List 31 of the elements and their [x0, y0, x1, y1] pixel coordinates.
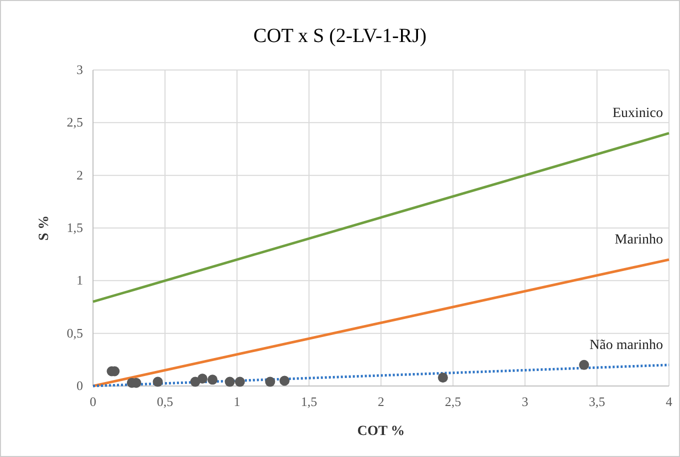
series-label: Marinho	[614, 232, 663, 248]
chart-title: COT x S (2-LV-1-RJ)	[253, 25, 427, 47]
y-tick-label: 2,5	[66, 114, 83, 130]
point	[224, 376, 235, 387]
x-tick-label: 2	[378, 394, 384, 409]
y-tick-label: 3	[76, 62, 83, 77]
x-tick-label: 1,5	[300, 394, 318, 409]
x-tick-label: 3	[522, 394, 528, 409]
y-tick-label: 1	[76, 272, 83, 288]
x-tick-label: 0	[90, 394, 96, 409]
x-axis-title: COT %	[357, 424, 405, 439]
y-tick-label: 0	[76, 378, 83, 393]
series-label: Euxinico	[612, 106, 663, 122]
y-tick-label: 1,5	[66, 220, 83, 235]
y-axis-title: S %	[37, 215, 52, 241]
y-tick-label: 2	[76, 167, 83, 182]
x-tick-label: 0,5	[156, 394, 174, 409]
point	[265, 376, 276, 387]
x-tick-label: 2,5	[444, 394, 462, 409]
point	[280, 376, 290, 386]
point	[152, 376, 163, 387]
y-tick-label: 0,5	[66, 325, 83, 340]
point	[579, 360, 590, 370]
x-tick-label: 1	[234, 394, 240, 409]
point	[197, 374, 208, 384]
x-tick-label: 4	[666, 394, 673, 409]
point	[208, 374, 218, 385]
point	[234, 376, 245, 387]
series-label: Não marinho	[590, 338, 663, 353]
point	[438, 372, 448, 383]
x-tick-label: 3,5	[588, 394, 606, 409]
